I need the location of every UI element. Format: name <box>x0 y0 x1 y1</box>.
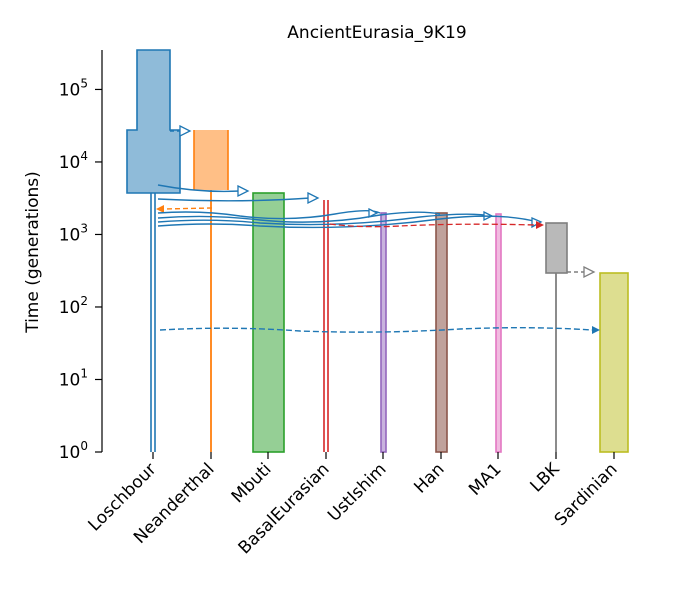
x-tick-label-lbk: LBK <box>527 459 565 497</box>
ancestry-links <box>156 124 600 334</box>
arrowhead-neanderthal <box>179 124 192 138</box>
arrowhead-sardinian-pulse <box>592 326 600 334</box>
arrowhead-basaleurasian <box>307 191 320 205</box>
link-to-ustishim <box>157 210 381 220</box>
link-neanderthal-pulse <box>161 207 213 210</box>
x-tick-label-ustishim: UstIshim <box>324 459 390 525</box>
link-to-basaleurasian <box>157 197 311 202</box>
x-tick-label-mbuti: Mbuti <box>228 459 276 507</box>
y-tick-label: 103 <box>59 221 88 245</box>
y-tick-label: 104 <box>59 149 88 173</box>
link-to-han <box>157 211 441 223</box>
deme-block-ma1 <box>495 213 502 453</box>
deme-block-mbuti <box>252 192 285 453</box>
link-loschbour-sardinian-pulse <box>159 327 593 333</box>
chart-title: AncientEurasia_9K19 <box>287 23 466 43</box>
deme-block-lbk <box>545 222 568 274</box>
arrowhead-neanderthal-pulse <box>156 205 164 213</box>
deme-block-loschbour <box>126 49 181 194</box>
y-tick-label: 100 <box>59 439 88 463</box>
y-tick-label: 102 <box>59 294 88 318</box>
deme-blocks <box>126 49 629 453</box>
y-tick-labels: 100 101 102 103 104 105 <box>59 76 102 463</box>
y-tick-label: 101 <box>59 366 88 390</box>
deme-block-neanderthal <box>194 130 228 190</box>
deme-block-han <box>435 212 448 453</box>
y-tick-label: 105 <box>59 76 88 100</box>
x-tick-label-han: Han <box>410 459 448 497</box>
link-to-lbk <box>157 215 539 229</box>
arrowhead-basaleurasian-pulse <box>536 221 544 229</box>
y-axis: 100 101 102 103 104 105 <box>59 50 103 463</box>
link-to-mbuti <box>157 184 241 193</box>
y-axis-label: Time (generations) <box>23 171 43 334</box>
arrowhead-mbuti <box>237 184 250 198</box>
arrowhead-sardinian <box>583 265 596 279</box>
x-tick-label-ma1: MA1 <box>465 459 505 499</box>
link-to-ma1 <box>157 213 493 226</box>
deme-block-sardinian <box>599 272 629 453</box>
x-tick-label-sardinian: Sardinian <box>551 459 622 530</box>
arrowhead-ustishim <box>368 207 379 219</box>
link-basaleurasian-pulse <box>329 223 537 228</box>
